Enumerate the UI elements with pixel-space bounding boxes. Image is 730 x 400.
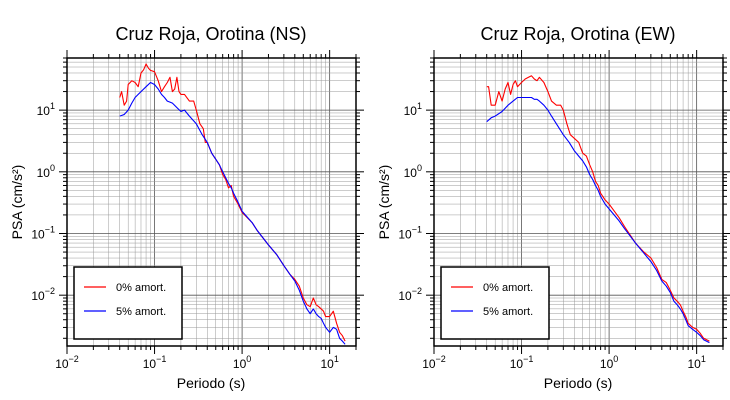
x-tick-label: 10−2 (422, 354, 446, 371)
x-tick-labels: 10−2 10−1 100 101 (422, 354, 706, 371)
legend-label-0: 0% amort. (116, 282, 166, 294)
chart-panel-ns: Cruz Roja, Orotina (NS) 10−2 10−1 100 101 1… (9, 24, 364, 391)
y-tick-labels: 10−2 10−1 100 101 (31, 101, 55, 303)
series-line-1 (119, 81, 346, 345)
legend: 0% amort. 5% amort. (73, 266, 183, 340)
plot-frame (66, 57, 357, 347)
series-line-1 (486, 96, 710, 344)
x-tick-label: 100 (600, 354, 618, 371)
series-line-0 (486, 75, 710, 342)
x-tick-label: 101 (687, 354, 705, 371)
y-axis-label: PSA (cm/s²) (9, 165, 25, 240)
y-tick-label: 10−2 (398, 286, 422, 303)
y-tick-label: 10−1 (31, 224, 55, 241)
y-tick-label: 10−2 (31, 286, 55, 303)
y-axis-label: PSA (cm/s²) (376, 165, 392, 240)
x-tick-label: 10−2 (55, 354, 79, 371)
y-tick-label: 100 (37, 163, 55, 180)
series-lines (486, 75, 710, 344)
chart-title: Cruz Roja, Orotina (NS) (115, 24, 306, 44)
legend-label-0: 0% amort. (483, 282, 533, 294)
x-tick-label: 10−1 (510, 354, 534, 371)
legend-label-1: 5% amort. (483, 306, 533, 318)
x-axis-label: Periodo (s) (544, 375, 612, 391)
chart-title: Cruz Roja, Orotina (EW) (480, 24, 675, 44)
x-tick-label: 100 (233, 354, 251, 371)
x-tick-labels: 10−2 10−1 100 101 (55, 354, 339, 371)
legend: 0% amort. 5% amort. (440, 266, 550, 340)
y-tick-label: 100 (404, 163, 422, 180)
y-tick-label: 101 (404, 101, 422, 118)
series-lines (119, 63, 346, 345)
chart-panel-ew: Cruz Roja, Orotina (EW) 10−2 10−1 100 101 1… (376, 24, 730, 391)
y-tick-labels: 10−2 10−1 100 101 (398, 101, 422, 303)
legend-box (440, 266, 550, 340)
x-tick-label: 101 (320, 354, 338, 371)
y-tick-label: 101 (37, 101, 55, 118)
x-axis-label: Periodo (s) (177, 375, 245, 391)
legend-label-1: 5% amort. (116, 306, 166, 318)
legend-box (73, 266, 183, 340)
y-tick-label: 10−1 (398, 224, 422, 241)
plot-frame (433, 57, 724, 347)
x-tick-label: 10−1 (143, 354, 167, 371)
